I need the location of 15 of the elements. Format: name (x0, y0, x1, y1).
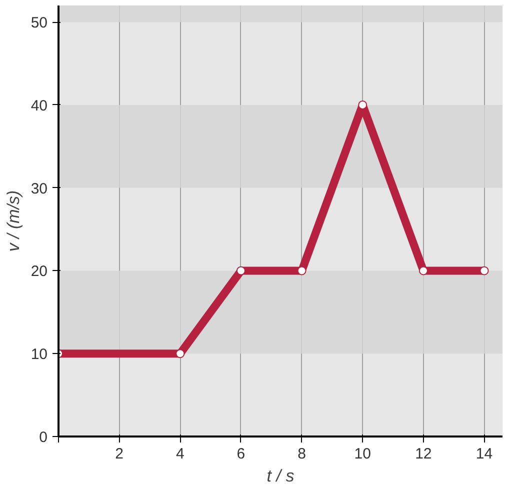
x-tick-label: 6 (236, 446, 246, 462)
y-tick-label: 40 (30, 97, 48, 114)
x-tick-label: 14 (476, 446, 493, 462)
x-tick-label: 2 (115, 446, 124, 462)
x-tick-label: 12 (415, 446, 432, 462)
y-tick-label: 10 (30, 346, 48, 364)
x-tick-label: 10 (354, 446, 371, 462)
y-tick-label: 0 (39, 429, 48, 446)
y-tick-label: 30 (30, 180, 48, 198)
x-tick-label: 4 (176, 446, 184, 462)
y-axis-title: v / (m/s) (4, 190, 23, 252)
x-tick-label: 8 (298, 446, 306, 462)
y-tick-label: 20 (30, 263, 48, 280)
x-axis-title: t / s (266, 466, 295, 486)
y-tick-label: 50 (30, 14, 48, 32)
